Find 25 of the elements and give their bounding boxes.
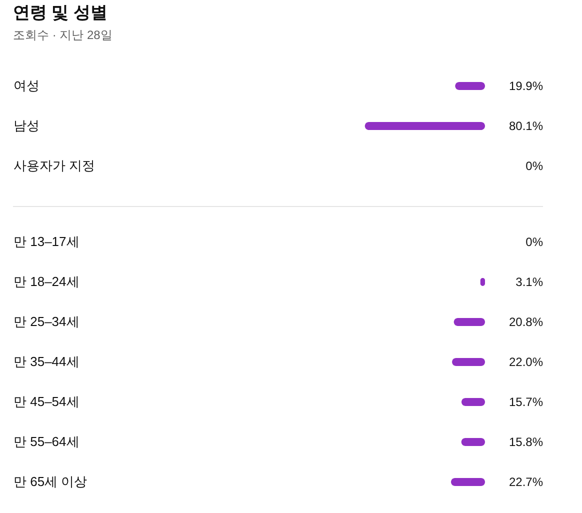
- y-tick-label: 남성: [14, 118, 40, 133]
- data-label: 20.8%: [508, 315, 544, 329]
- y-tick-label: 사용자가 지정: [14, 158, 96, 173]
- y-tick-label: 만 65세 이상: [14, 474, 88, 489]
- data-label: 19.9%: [508, 79, 544, 93]
- y-tick-label: 만 35–44세: [14, 354, 80, 369]
- data-label: 80.1%: [508, 119, 544, 133]
- bar: [450, 478, 485, 486]
- y-tick-label: 만 13–17세: [14, 234, 80, 249]
- bar: [452, 358, 485, 366]
- y-tick-label: 만 45–54세: [14, 394, 80, 409]
- data-label: 15.8%: [508, 435, 544, 449]
- y-tick-label: 만 18–24세: [14, 274, 80, 289]
- y-tick-label: 여성: [14, 78, 40, 93]
- data-label: 0%: [526, 159, 544, 173]
- text: 조회수 · 지난 28일: [13, 28, 112, 42]
- text: 연령 및 성별: [13, 3, 108, 22]
- data-label: 22.7%: [508, 475, 544, 489]
- data-label: 3.1%: [516, 275, 544, 289]
- y-tick-label: 만 55–64세: [14, 434, 80, 449]
- data-label: 22.0%: [508, 355, 544, 369]
- bar: [454, 318, 485, 326]
- data-label: 15.7%: [508, 395, 544, 409]
- y-tick-label: 만 25–34세: [14, 314, 80, 329]
- data-label: 0%: [526, 235, 544, 249]
